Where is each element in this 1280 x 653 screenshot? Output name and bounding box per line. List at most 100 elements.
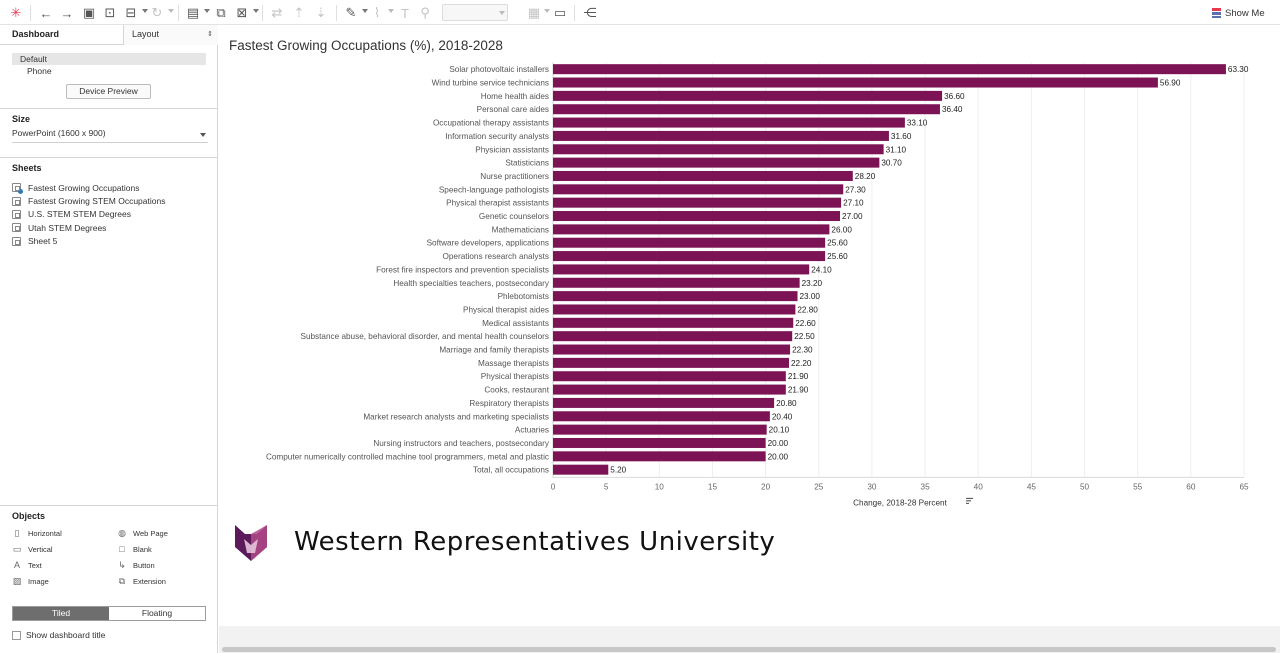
panel-tabs: Dashboard Layout ⇕ [0,25,218,45]
pin-icon[interactable]: ⚲ [420,5,430,20]
sheet-label: Sheet 5 [28,236,58,247]
university-name: Western Representatives University [294,527,776,557]
object-blank[interactable]: □ Blank [117,544,152,554]
object-extension[interactable]: ⧉ Extension [117,576,166,586]
presentation-icon[interactable]: ▭ [553,5,567,20]
bar [553,451,766,462]
bar [553,224,830,235]
category-label: Nursing instructors and teachers, postse… [373,439,550,448]
x-tick-label: 55 [1133,482,1143,491]
show-cards-dropdown[interactable] [544,9,550,13]
undo-icon[interactable]: ← [39,5,53,21]
object-text[interactable]: A Text [12,560,42,570]
sheet-item[interactable]: Fastest Growing STEM Occupations [12,194,165,207]
save-icon[interactable]: ▣ [82,5,96,20]
worksheet-icon [12,236,21,246]
text-icon: A [13,560,20,570]
pause-updates-icon[interactable]: ⊟ [125,5,137,20]
x-tick-label: 50 [1080,482,1090,491]
category-label: Occupational therapy assistants [433,119,549,128]
share-icon[interactable]: ⋲ [583,5,597,20]
device-item-default[interactable]: Default [12,53,206,65]
data-label: 20.80 [776,399,797,408]
data-label: 20.00 [768,452,789,461]
device-item-phone[interactable]: Phone [27,66,52,76]
clear-sheet-dropdown[interactable] [253,9,259,13]
sheet-item[interactable]: U.S. STEM STEM Degrees [12,208,165,221]
sort-ascending-icon[interactable]: ⇡ [293,5,305,20]
tab-layout-label: Layout [132,29,160,39]
tab-layout[interactable]: Layout ⇕ [123,25,218,45]
globe-icon: ◍ [118,527,126,538]
horizontal-scrollbar[interactable] [222,647,1276,652]
divider [0,108,218,109]
refresh-dropdown[interactable] [168,9,174,13]
bar [553,357,790,368]
object-label: Text [28,560,42,570]
show-me-button[interactable]: Show Me [1212,4,1265,22]
object-button[interactable]: ↳ Button [117,560,155,570]
object-image[interactable]: ▨ Image [12,576,49,586]
object-horizontal[interactable]: ▯ Horizontal [12,528,62,538]
toolbar-divider [262,5,263,21]
device-preview-button[interactable]: Device Preview [66,84,151,99]
x-tick-label: 60 [1186,482,1196,491]
show-cards-icon[interactable]: ▦ [527,5,541,20]
x-tick-label: 25 [814,482,824,491]
show-title-checkbox[interactable] [12,630,21,640]
pause-updates-dropdown[interactable] [142,9,148,13]
chart-title: Fastest Growing Occupations (%), 2018-20… [229,38,503,53]
x-tick-label: 40 [974,482,984,491]
object-web-page[interactable]: ◍ Web Page [117,528,168,538]
refresh-icon[interactable]: ↻ [151,5,163,20]
label-icon[interactable]: T [401,5,409,21]
sort-descending-icon[interactable]: ⇣ [315,5,327,20]
object-label: Button [133,560,155,570]
sheet-item[interactable]: Utah STEM Degrees [12,221,165,234]
show-me-icon [1212,8,1221,18]
new-worksheet-icon[interactable]: ▤ [186,5,200,20]
new-worksheet-dropdown[interactable] [204,9,210,13]
bar [553,411,770,422]
toolbar-divider [574,5,575,21]
size-select[interactable]: PowerPoint (1600 x 900) [12,128,208,143]
tab-dashboard[interactable]: Dashboard [12,29,60,39]
category-label: Speech-language pathologists [439,185,549,194]
object-vertical[interactable]: ▭ Vertical [12,544,53,554]
vertical-container-icon: ▭ [12,543,22,554]
bar [553,90,943,101]
group-dropdown[interactable] [388,9,394,13]
group-icon[interactable]: ⌇ [373,5,381,20]
clear-sheet-icon[interactable]: ⊠ [236,5,248,20]
sheet-item[interactable]: Fastest Growing Occupations [12,181,165,195]
redo-icon[interactable]: → [60,5,74,21]
data-label: 20.40 [772,412,793,421]
data-label: 27.30 [845,185,866,194]
sheet-label: Fastest Growing Occupations [28,182,140,193]
bar [553,464,609,475]
new-datasource-icon[interactable]: ⊡ [104,5,116,20]
tableau-logo-icon[interactable]: ✳ [10,5,22,20]
show-title-row[interactable]: Show dashboard title [12,630,105,640]
duplicate-sheet-icon[interactable]: ⧉ [216,5,226,20]
fit-combo[interactable] [442,4,508,21]
sheet-item[interactable]: Sheet 5 [12,235,165,248]
show-title-label: Show dashboard title [26,630,106,640]
tiled-button[interactable]: Tiled [13,607,109,620]
category-label: Computer numerically controlled machine … [266,452,549,461]
data-label: 33.10 [907,119,928,128]
x-axis-title: Change, 2018-28 Percent [853,498,947,507]
swap-icon[interactable]: ⇄ [271,5,283,20]
sheet-label: Fastest Growing STEM Occupations [28,196,166,207]
floating-button[interactable]: Floating [109,607,205,620]
category-label: Software developers, applications [427,239,549,248]
highlight-icon[interactable]: ✎ [345,5,357,20]
category-label: Statisticians [505,159,549,168]
bar [553,277,800,288]
bar [553,251,826,262]
highlight-dropdown[interactable] [362,9,368,13]
category-label: Information security analysts [445,132,549,141]
data-label: 5.20 [610,466,626,475]
bar [553,317,794,328]
object-label: Blank [133,544,152,554]
